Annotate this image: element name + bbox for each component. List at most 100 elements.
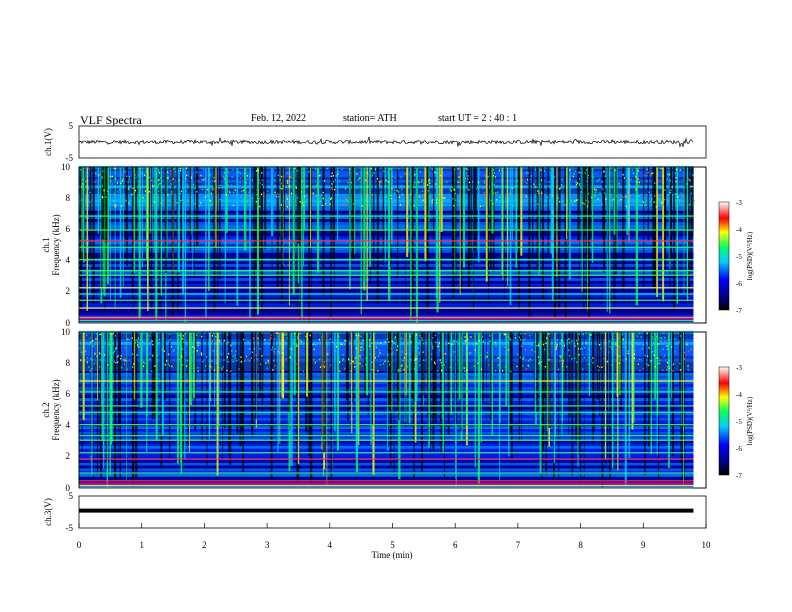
spec-burst <box>366 167 368 302</box>
spec-burst <box>439 167 441 303</box>
spec-speckle <box>300 191 303 193</box>
spec-burst <box>155 332 158 441</box>
spec-speckle <box>598 369 600 371</box>
spec-speckle <box>185 200 187 203</box>
spec-speckle <box>543 205 545 207</box>
spec-burst <box>571 332 574 476</box>
spec-speckle <box>128 202 130 205</box>
spec-speckle <box>355 334 357 337</box>
spec-speckle <box>322 197 324 200</box>
spec-texture-row <box>79 185 694 189</box>
ch1-ylabel-frequency: Frequency (kHz) <box>51 214 61 275</box>
spec-speckle <box>226 369 228 372</box>
spec-speckle <box>335 345 337 347</box>
spec-speckle <box>90 342 92 344</box>
spec-speckle <box>98 174 100 176</box>
spec-speckle <box>647 171 649 174</box>
spec-speckle <box>274 184 276 187</box>
spec-speckle <box>387 353 389 356</box>
spec-speckle <box>674 338 676 340</box>
spec-burst <box>372 332 375 475</box>
spec-speckle <box>512 205 514 208</box>
spec-speckle <box>380 191 382 193</box>
spec-speckle <box>178 334 181 336</box>
spec-speckle <box>585 199 587 202</box>
spec-speckle <box>226 356 228 358</box>
spec-speckle <box>258 179 260 181</box>
spec-texture-row <box>79 448 694 452</box>
spec-speckle <box>551 194 553 197</box>
spec-speckle <box>587 192 589 195</box>
spec-speckle <box>191 357 193 359</box>
spec-burst <box>507 167 509 286</box>
spec-speckle <box>642 344 644 346</box>
spec-speckle <box>259 363 262 365</box>
spec-speckle <box>391 175 393 177</box>
spec-speckle <box>522 358 524 360</box>
spec-texture-row <box>79 372 694 376</box>
spec-speckle <box>654 366 656 368</box>
spec-speckle <box>557 339 559 341</box>
spec-burst <box>550 167 553 254</box>
spec-speckle <box>626 185 628 187</box>
spec-line <box>79 452 694 454</box>
spec-line <box>79 319 694 322</box>
spec-speckle <box>286 198 288 200</box>
spec-speckle <box>285 357 288 360</box>
spec-burst <box>293 332 296 396</box>
spec-speckle <box>650 344 652 346</box>
spec-speckle <box>279 179 281 181</box>
spec-speckle <box>461 337 463 340</box>
spec-burst <box>692 167 694 231</box>
spec-speckle <box>572 203 574 205</box>
spec-burst <box>177 332 179 464</box>
spec-burst <box>614 167 616 305</box>
spec-speckle <box>185 177 187 180</box>
spec-speckle <box>196 190 198 193</box>
spec-speckle <box>524 338 526 340</box>
spec-burst <box>102 167 105 240</box>
station-label: station= ATH <box>343 113 397 124</box>
spec-speckle <box>91 359 93 361</box>
time-axis-tick-label: 1 <box>139 540 144 550</box>
spec-speckle <box>582 368 584 371</box>
spec-speckle <box>599 344 601 346</box>
spec-speckle <box>321 194 323 197</box>
spec-speckle <box>588 363 590 366</box>
spec-speckle <box>385 179 387 182</box>
spec-speckle <box>474 349 476 351</box>
spec-speckle <box>326 167 328 170</box>
spec-speckle <box>354 357 356 359</box>
spec-speckle <box>370 365 372 367</box>
spec-speckle <box>235 350 237 353</box>
spec-speckle <box>192 346 194 348</box>
spec-speckle <box>144 362 146 364</box>
spec-speckle <box>334 178 336 181</box>
spec-speckle <box>669 191 671 194</box>
spec-speckle <box>213 369 216 371</box>
spec-speckle <box>247 200 249 203</box>
spec-speckle <box>442 199 444 201</box>
spec-line <box>79 424 694 426</box>
spec-speckle <box>339 370 341 373</box>
spec-speckle <box>629 195 631 197</box>
spec-speckle <box>159 172 161 174</box>
spec-speckle <box>621 167 623 169</box>
spec-speckle <box>458 176 460 178</box>
spec-speckle <box>493 184 495 186</box>
spec-speckle <box>577 199 579 201</box>
spec-speckle <box>280 204 282 206</box>
spec-speckle <box>115 347 117 349</box>
spec-speckle <box>319 175 321 177</box>
spec-burst <box>261 332 264 413</box>
spec-burst <box>321 332 323 450</box>
spec-speckle <box>186 359 188 362</box>
spec-speckle <box>441 369 443 372</box>
spec-texture-row <box>79 398 694 401</box>
spec-speckle <box>330 338 332 341</box>
spec-speckle <box>289 347 291 350</box>
spec-texture-row <box>79 409 694 413</box>
spec-speckle <box>396 189 398 192</box>
spec-speckle <box>540 179 543 181</box>
spec-speckle <box>410 335 412 337</box>
